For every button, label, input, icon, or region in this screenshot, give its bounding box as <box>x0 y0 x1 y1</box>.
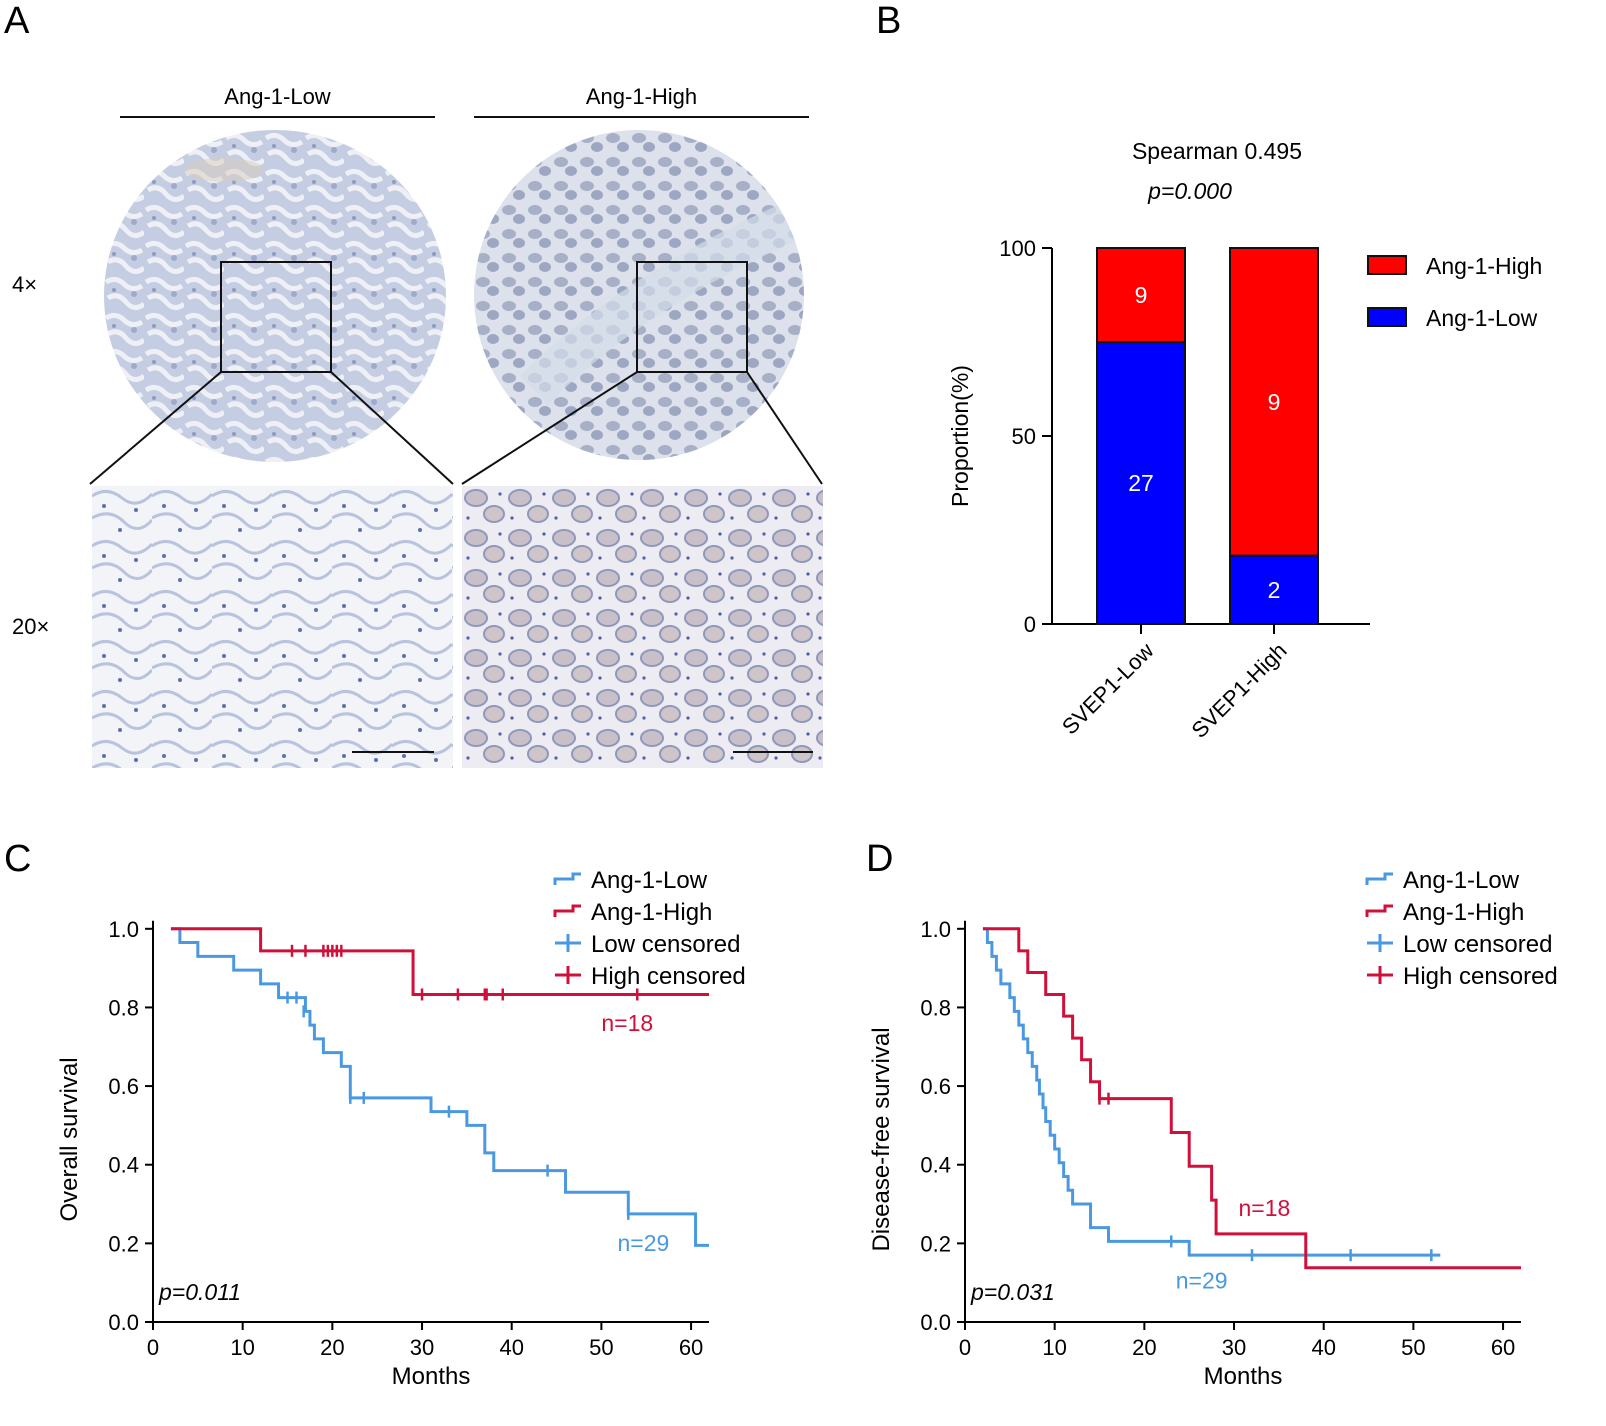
zoom-connector-lines <box>89 371 823 485</box>
p-value: p=0.011 <box>158 1279 241 1305</box>
zoom-region-high <box>636 261 748 373</box>
legend-label: Ang-1-Low <box>591 867 708 894</box>
p-value: p=0.031 <box>970 1279 1055 1305</box>
x-tick-label: SVEP1-High <box>1187 638 1292 743</box>
y-axis-label: Overall survival <box>56 1057 83 1221</box>
group-underline-low <box>120 116 435 118</box>
micrograph-20x-high <box>462 486 823 768</box>
bar-segment <box>1096 247 1186 343</box>
y-tick-label: 0.8 <box>920 995 951 1020</box>
y-tick-label: 0.2 <box>920 1231 951 1256</box>
overall-survival-chart: 0 10 20 30 40 50 60 0.0 0.2 0.4 0.6 0.8 1.0 Months Ove… <box>56 867 746 1390</box>
y-tick-label: 0.6 <box>920 1074 951 1099</box>
legend-label: Ang-1-High <box>1403 899 1524 926</box>
group-underline-high <box>474 116 809 118</box>
chart-title: Spearman 0.495 <box>1132 138 1302 164</box>
magnification-20x: 20× <box>12 614 50 639</box>
magnification-4x: 4× <box>12 272 38 297</box>
bar-segment <box>1229 554 1319 625</box>
group-header-low: Ang-1-Low <box>224 84 331 109</box>
x-tick-label: 0 <box>147 1335 159 1360</box>
x-tick-label: 20 <box>1132 1335 1156 1360</box>
y-tick-label: 0.0 <box>108 1310 139 1335</box>
y-tick-label: 0.0 <box>920 1310 951 1335</box>
y-tick-label: 0.2 <box>108 1231 139 1256</box>
bar-count-label: 9 <box>1268 389 1281 415</box>
group-header-high: Ang-1-High <box>585 84 698 109</box>
legend-swatch <box>1367 255 1407 275</box>
scale-bar-high <box>733 751 813 753</box>
y-tick-label: 50 <box>1012 424 1036 449</box>
legend-label: Low censored <box>591 931 740 958</box>
survival-curve <box>170 927 709 1247</box>
x-tick-label: 40 <box>1311 1335 1335 1360</box>
x-axis-label: Months <box>392 1363 471 1390</box>
legend-label: Ang-1-High <box>591 899 712 926</box>
x-tick-label: 20 <box>320 1335 344 1360</box>
n-label-high: n=18 <box>601 1010 653 1036</box>
y-axis-label: Proportion(%) <box>947 365 973 507</box>
chart-subtitle: p=0.000 <box>1147 178 1232 204</box>
legend-label: High censored <box>1403 963 1558 990</box>
legend-swatch <box>1367 307 1407 327</box>
scale-bar-low <box>352 751 434 753</box>
n-label-low: n=29 <box>1176 1268 1228 1294</box>
panel-c-letter: C <box>4 838 32 880</box>
x-tick-label: 10 <box>230 1335 254 1360</box>
x-tick-label: 50 <box>589 1335 613 1360</box>
n-label-high: n=18 <box>1239 1195 1291 1221</box>
survival-curve <box>982 927 1441 1257</box>
panel-b-letter: B <box>876 0 902 42</box>
y-tick-label: 1.0 <box>108 917 139 942</box>
x-tick-label: 0 <box>959 1335 971 1360</box>
legend-label: Ang-1-Low <box>1403 867 1520 894</box>
n-label-low: n=29 <box>618 1230 670 1256</box>
bar-segment <box>1096 341 1186 625</box>
y-tick-label: 100 <box>999 236 1036 261</box>
y-tick-label: 0.8 <box>108 995 139 1020</box>
panel-a-letter: A <box>4 0 30 42</box>
micrograph-20x-low <box>92 486 453 768</box>
survival-curve <box>982 927 1521 1270</box>
legend-label: Ang-1-Low <box>1426 305 1538 331</box>
x-tick-label: 60 <box>1491 1335 1515 1360</box>
micrograph-4x-low <box>104 130 446 462</box>
panel-d-letter: D <box>866 838 894 880</box>
legend-step-symbol <box>553 872 581 885</box>
disease-free-survival-chart: 0 10 20 30 40 50 60 0.0 0.2 0.4 0.6 0.8 1.0 Months Dis… <box>868 867 1558 1390</box>
x-tick-label: 10 <box>1042 1335 1066 1360</box>
x-tick-label: 40 <box>499 1335 523 1360</box>
y-tick-label: 0.4 <box>920 1153 951 1178</box>
zoom-region-low <box>220 261 332 373</box>
y-tick-label: 1.0 <box>920 917 951 942</box>
y-axis-label: Disease-free survival <box>868 1027 895 1251</box>
legend-label: Ang-1-High <box>1426 253 1542 279</box>
bar-count-label: 9 <box>1135 282 1148 308</box>
x-tick-label: 60 <box>679 1335 703 1360</box>
x-tick-label: 50 <box>1401 1335 1425 1360</box>
y-tick-label: 0.6 <box>108 1074 139 1099</box>
legend-label: High censored <box>591 963 746 990</box>
x-tick-label: SVEP1-Low <box>1057 638 1159 740</box>
x-tick-label: 30 <box>410 1335 434 1360</box>
micrograph-4x-high <box>474 130 804 460</box>
bar-count-label: 2 <box>1268 577 1281 603</box>
y-tick-label: 0.4 <box>108 1153 139 1178</box>
x-axis-label: Months <box>1204 1363 1283 1390</box>
y-tick-label: 0 <box>1024 612 1036 637</box>
bar-count-label: 27 <box>1128 470 1154 496</box>
x-tick-label: 30 <box>1222 1335 1246 1360</box>
legend-step-symbol <box>1365 872 1393 885</box>
legend-label: Low censored <box>1403 931 1552 958</box>
legend-step-symbol <box>1365 904 1393 917</box>
stacked-bar-chart: Spearman 0.495 p=0.000 0 50 100 Proportion(%)… <box>947 138 1542 743</box>
legend-step-symbol <box>553 904 581 917</box>
bar-segment <box>1229 247 1319 557</box>
